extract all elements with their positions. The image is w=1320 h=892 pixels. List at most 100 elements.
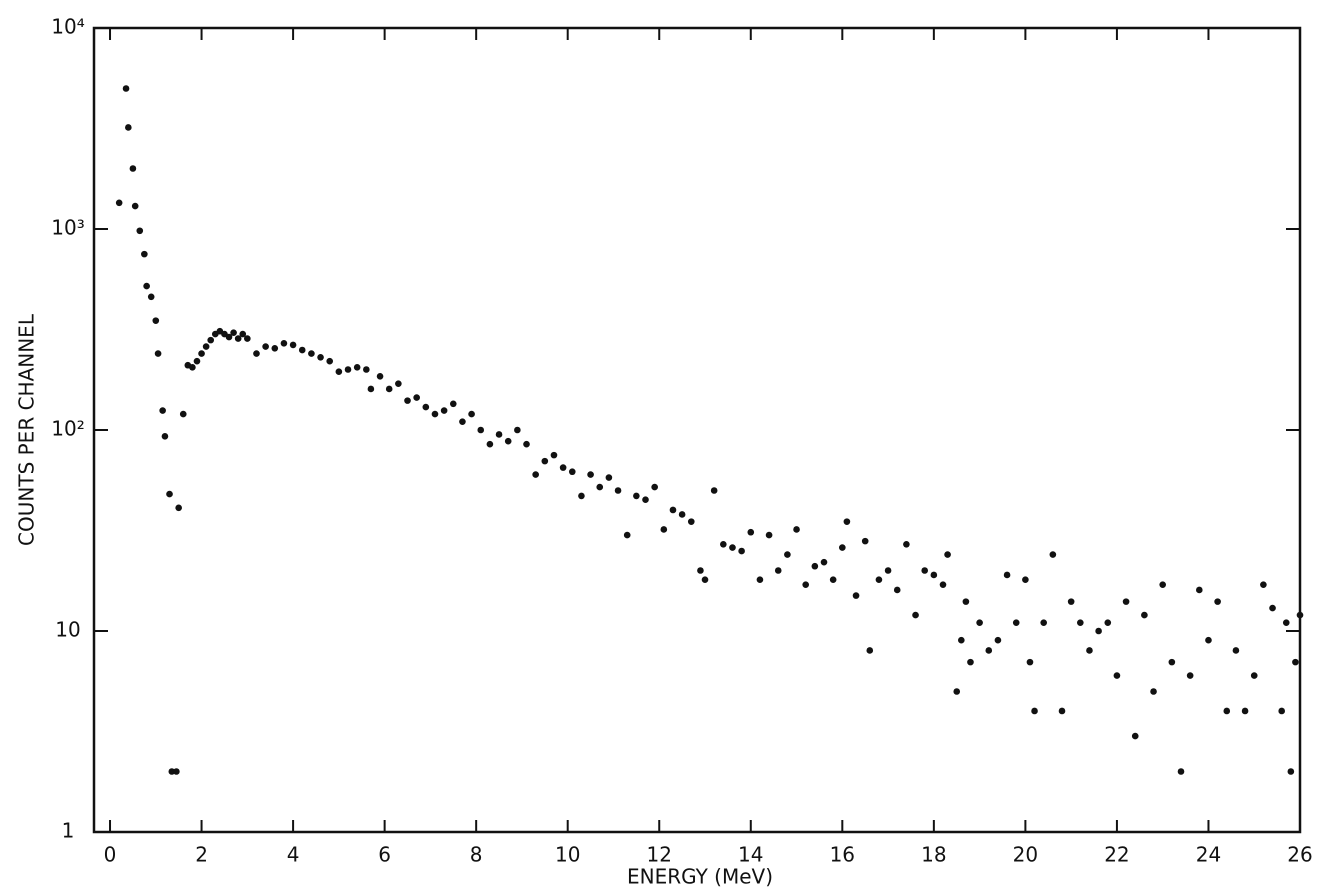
data-point: [1104, 619, 1112, 626]
data-point: [559, 464, 567, 471]
data-point: [189, 364, 196, 371]
data-point: [1278, 707, 1285, 715]
data-point: [811, 562, 819, 570]
data-point: [568, 468, 576, 476]
data-point: [449, 400, 457, 408]
data-point: [861, 537, 869, 545]
data-point: [820, 558, 828, 566]
data-point: [793, 526, 800, 533]
data-point: [985, 647, 993, 654]
x-tick-label: 4: [287, 843, 300, 867]
data-point: [363, 366, 370, 373]
data-point: [550, 451, 558, 459]
data-point: [738, 547, 745, 555]
data-point: [651, 483, 658, 491]
data-point: [1292, 658, 1299, 666]
data-point: [1012, 619, 1020, 626]
data-point: [122, 85, 130, 92]
data-point: [115, 199, 123, 207]
data-point: [660, 526, 668, 533]
data-point: [875, 576, 883, 583]
x-axis-label: ENERGY (MeV): [627, 865, 773, 889]
data-point: [179, 410, 187, 418]
data-point: [774, 567, 782, 574]
data-point: [244, 335, 251, 342]
data-point: [541, 457, 549, 465]
data-point: [159, 407, 166, 414]
data-point: [367, 385, 375, 393]
data-point: [866, 647, 874, 654]
data-point: [395, 380, 402, 387]
data-point: [173, 768, 180, 775]
data-point: [1241, 707, 1249, 715]
data-point: [710, 487, 718, 494]
data-point: [1205, 636, 1212, 644]
data-point: [353, 364, 361, 371]
data-point: [958, 636, 965, 644]
data-point: [1260, 581, 1267, 588]
data-point: [669, 506, 677, 514]
data-point: [1232, 647, 1240, 654]
x-tick-label: 20: [1013, 843, 1038, 867]
data-point: [1113, 672, 1121, 679]
data-point: [468, 410, 475, 418]
data-point: [504, 437, 512, 445]
data-point: [495, 431, 503, 438]
data-point: [234, 335, 242, 342]
data-point: [729, 544, 736, 551]
data-point: [962, 598, 970, 605]
data-point: [298, 346, 306, 354]
data-point: [605, 474, 613, 481]
data-point: [514, 426, 521, 434]
data-point: [939, 581, 947, 588]
x-tick-label: 0: [104, 843, 117, 867]
data-point: [431, 410, 439, 418]
y-tick-label: 10³: [51, 216, 84, 240]
data-point: [175, 504, 182, 512]
x-tick-label: 10: [555, 843, 580, 867]
data-point: [1058, 707, 1066, 715]
data-point: [884, 567, 892, 574]
data-point: [623, 531, 631, 539]
data-point: [147, 293, 155, 301]
data-point: [376, 372, 384, 380]
data-point: [1077, 619, 1084, 626]
data-point: [747, 528, 755, 536]
data-point: [161, 433, 169, 440]
data-point: [829, 576, 837, 583]
data-point: [765, 531, 773, 539]
data-point: [678, 511, 686, 518]
data-point: [893, 586, 901, 594]
x-tick-label: 8: [470, 843, 483, 867]
data-point: [1287, 768, 1295, 775]
data-point: [141, 250, 148, 258]
data-point: [1067, 598, 1075, 605]
x-tick-label: 16: [830, 843, 855, 867]
data-point: [587, 471, 594, 478]
data-point: [280, 339, 288, 347]
data-point: [1196, 586, 1203, 594]
data-point: [239, 330, 247, 338]
data-point: [1150, 688, 1157, 695]
x-tick-label: 12: [647, 843, 672, 867]
data-point: [230, 329, 237, 336]
data-point: [166, 490, 173, 498]
data-point: [578, 492, 585, 500]
data-point: [129, 165, 137, 172]
data-point: [921, 567, 928, 574]
data-point: [1159, 581, 1166, 588]
data-point: [756, 576, 764, 583]
plot-frame: [92, 26, 1302, 834]
data-point: [642, 496, 649, 504]
data-point: [335, 368, 343, 376]
data-point: [852, 592, 860, 599]
data-point: [967, 658, 974, 666]
data-point: [697, 567, 704, 574]
x-tick-label: 14: [738, 843, 763, 867]
data-point: [1282, 619, 1290, 626]
y-tick-label: 10²: [51, 417, 84, 441]
data-point: [262, 343, 269, 350]
y-tick-label: 1: [62, 819, 75, 843]
data-point: [422, 403, 430, 411]
